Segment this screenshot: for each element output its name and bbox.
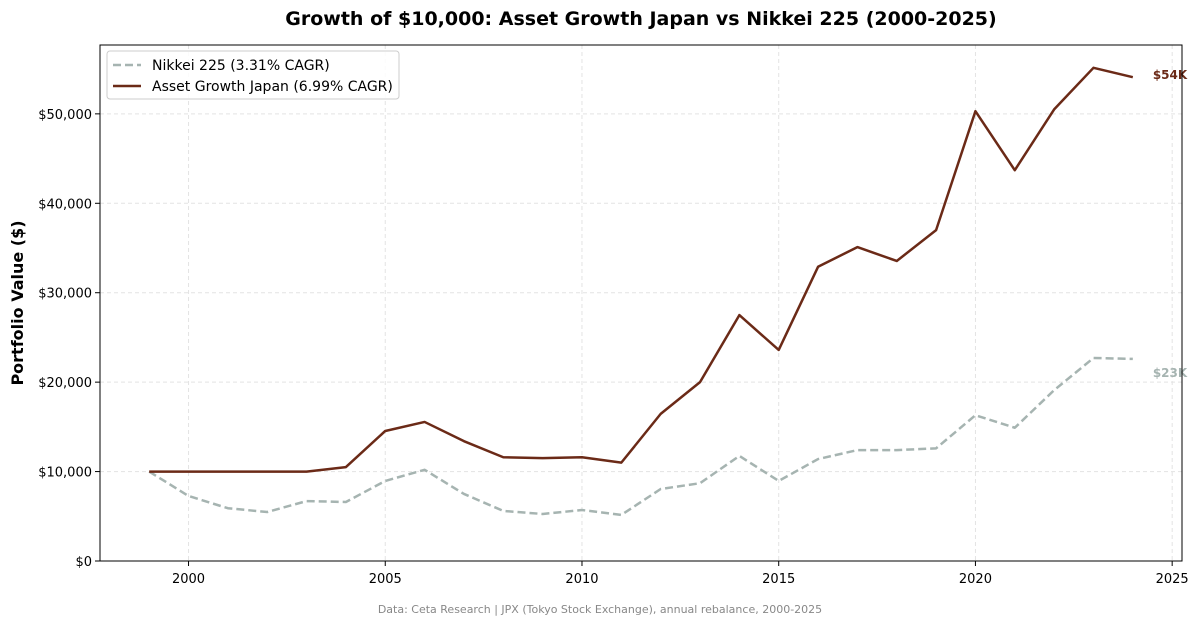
x-tick-label: 2015: [762, 572, 795, 587]
y-tick-label: $0: [75, 555, 92, 570]
x-tick-label: 2010: [565, 572, 598, 587]
series-lines: $23K $54K: [148, 66, 1188, 517]
series-line-1: [149, 66, 1134, 473]
axis-ticks: 2000 2005 2010 2015 2020 2025 $0 $10,000 $20,000…: [38, 108, 1188, 587]
y-tick-label: $20,000: [38, 376, 92, 391]
end-value-label: $23K: [1153, 366, 1188, 380]
legend-label-nikkei: Nikkei 225 (3.31% CAGR): [152, 58, 330, 74]
y-tick-label: $30,000: [38, 287, 92, 302]
legend: Nikkei 225 (3.31% CAGR) Asset Growth Jap…: [106, 50, 400, 100]
x-tick-label: 2025: [1156, 572, 1189, 587]
plot-frame: [99, 44, 1183, 562]
chart-title: Growth of $10,000: Asset Growth Japan vs…: [285, 8, 996, 30]
end-value-label: $54K: [1153, 68, 1188, 82]
legend-label-asset-growth: Asset Growth Japan (6.99% CAGR): [152, 79, 393, 95]
y-axis-label: Portfolio Value ($): [8, 220, 27, 385]
y-tick-label: $50,000: [38, 108, 92, 123]
x-tick-label: 2005: [369, 572, 402, 587]
grid: [100, 45, 1182, 562]
y-tick-label: $10,000: [38, 466, 92, 481]
y-tick-label: $40,000: [38, 197, 92, 212]
x-tick-label: 2020: [959, 572, 992, 587]
x-tick-label: 2000: [172, 572, 205, 587]
series-line-0: [148, 356, 1133, 517]
footnote: Data: Ceta Research | JPX (Tokyo Stock E…: [378, 603, 822, 616]
